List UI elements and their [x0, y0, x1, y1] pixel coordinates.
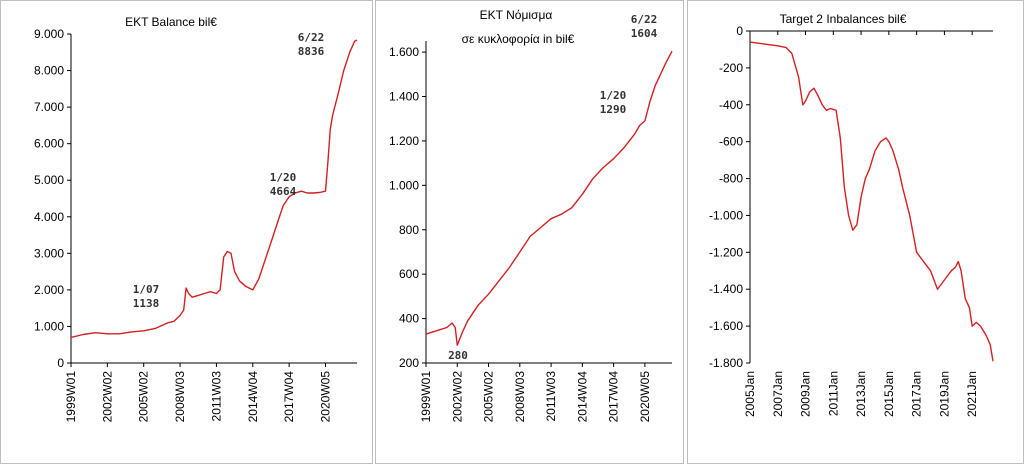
series-line — [425, 50, 673, 346]
x-tick-label: 2005Jan — [743, 371, 757, 417]
y-tick-label: -1.400 — [709, 282, 743, 296]
chart-subtitle: σε κυκλοφορία in bil€ — [462, 32, 575, 46]
chart-ecb-balance: EKT Balance bil€ 0 1.000 2.000 3.000 4.000 5.0… — [0, 0, 373, 464]
data-annotation: 4664 — [270, 185, 297, 198]
x-tick-label: 2014W04 — [246, 371, 260, 423]
x-tick-label: 2009Jan — [799, 371, 813, 417]
chart-target2-svg: Target 2 Inbalances bil€ 0 -200 -400 -600 -80… — [709, 12, 994, 417]
y-tick-label: -600 — [719, 135, 743, 149]
chart-title: Target 2 Inbalances bil€ — [780, 12, 907, 26]
x-tick-label: 1999W01 — [64, 371, 78, 423]
data-annotation: 1/20 — [600, 89, 627, 102]
chart-ecb-currency-svg: ΕΚΤ Νόμισμα σε κυκλοφορία in bil€ 200 400 60… — [389, 8, 673, 423]
x-tick-label: 2005W02 — [137, 371, 151, 423]
x-tick-label: 2015Jan — [882, 371, 896, 417]
y-tick-label: 9.000 — [34, 27, 64, 41]
y-tick-label: 1.400 — [389, 90, 419, 104]
y-tick-label: 2.000 — [34, 283, 64, 297]
y-tick-label: 1.000 — [389, 178, 419, 192]
y-tick-label: -1.600 — [709, 319, 743, 333]
chart-ecb-currency: ΕΚΤ Νόμισμα σε κυκλοφορία in bil€ 200 400 60… — [375, 0, 684, 464]
x-tick-label: 2008W03 — [513, 371, 527, 423]
y-tick-label: -1.800 — [709, 356, 743, 370]
data-annotation: 1/20 — [270, 171, 297, 184]
x-tick-label: 2011Jan — [826, 371, 840, 416]
x-tick-label: 2017W04 — [607, 371, 621, 423]
chart-ecb-balance-svg: EKT Balance bil€ 0 1.000 2.000 3.000 4.000 5.0… — [34, 15, 358, 423]
x-tick-label: 2005W02 — [482, 371, 496, 423]
data-annotation: 1/07 — [133, 283, 160, 296]
x-tick-label: 2014W04 — [575, 371, 589, 423]
y-tick-label: 0 — [736, 24, 743, 38]
y-tick-label: 6.000 — [34, 137, 64, 151]
data-annotation: 280 — [448, 349, 468, 362]
x-tick-label: 2007Jan — [771, 371, 785, 417]
data-annotation: 6/22 — [298, 31, 325, 44]
data-annotation: 1604 — [631, 27, 658, 40]
y-tick-label: 4.000 — [34, 210, 64, 224]
y-tick-label: 0 — [57, 356, 64, 370]
x-tick-label: 2020W05 — [318, 371, 332, 423]
y-tick-label: -400 — [719, 98, 743, 112]
x-tick-label: 2002W02 — [450, 371, 464, 423]
chart-target2: Target 2 Inbalances bil€ 0 -200 -400 -600 -80… — [687, 0, 1024, 464]
x-tick-label: 2020W05 — [638, 371, 652, 423]
chart-title: ΕΚΤ Νόμισμα — [480, 8, 553, 22]
y-tick-label: 7.000 — [34, 100, 64, 114]
y-tick-label: -200 — [719, 61, 743, 75]
x-tick-label: 2011W03 — [209, 371, 223, 422]
y-tick-label: -1.200 — [709, 245, 743, 259]
y-tick-label: 1.200 — [389, 134, 419, 148]
y-tick-label: -1.000 — [709, 208, 743, 222]
x-tick-label: 2002W02 — [100, 371, 114, 423]
y-tick-label: 200 — [399, 356, 419, 370]
x-tick-label: 2013Jan — [854, 371, 868, 417]
data-annotation: 8836 — [298, 45, 325, 58]
x-tick-label: 2008W03 — [173, 371, 187, 423]
y-tick-label: 800 — [399, 223, 419, 237]
x-tick-label: 2017Jan — [910, 371, 924, 417]
data-annotation: 1138 — [133, 297, 160, 310]
chart-title: EKT Balance bil€ — [125, 15, 217, 29]
y-tick-label: 3.000 — [34, 246, 64, 260]
y-tick-label: 600 — [399, 267, 419, 281]
y-tick-label: 400 — [399, 312, 419, 326]
y-tick-label: 1.600 — [389, 45, 419, 59]
x-tick-label: 2017W04 — [282, 371, 296, 423]
x-tick-label: 1999W01 — [419, 371, 433, 423]
y-tick-label: -800 — [719, 172, 743, 186]
x-tick-label: 2011W03 — [544, 371, 558, 422]
x-tick-label: 2021Jan — [965, 371, 979, 417]
series-line — [70, 39, 358, 339]
y-tick-label: 8.000 — [34, 64, 64, 78]
series-line — [749, 41, 994, 362]
x-tick-label: 2019Jan — [937, 371, 951, 417]
data-annotation: 6/22 — [631, 13, 658, 26]
data-annotation: 1290 — [600, 103, 627, 116]
y-tick-label: 1.000 — [34, 319, 64, 333]
y-tick-label: 5.000 — [34, 173, 64, 187]
